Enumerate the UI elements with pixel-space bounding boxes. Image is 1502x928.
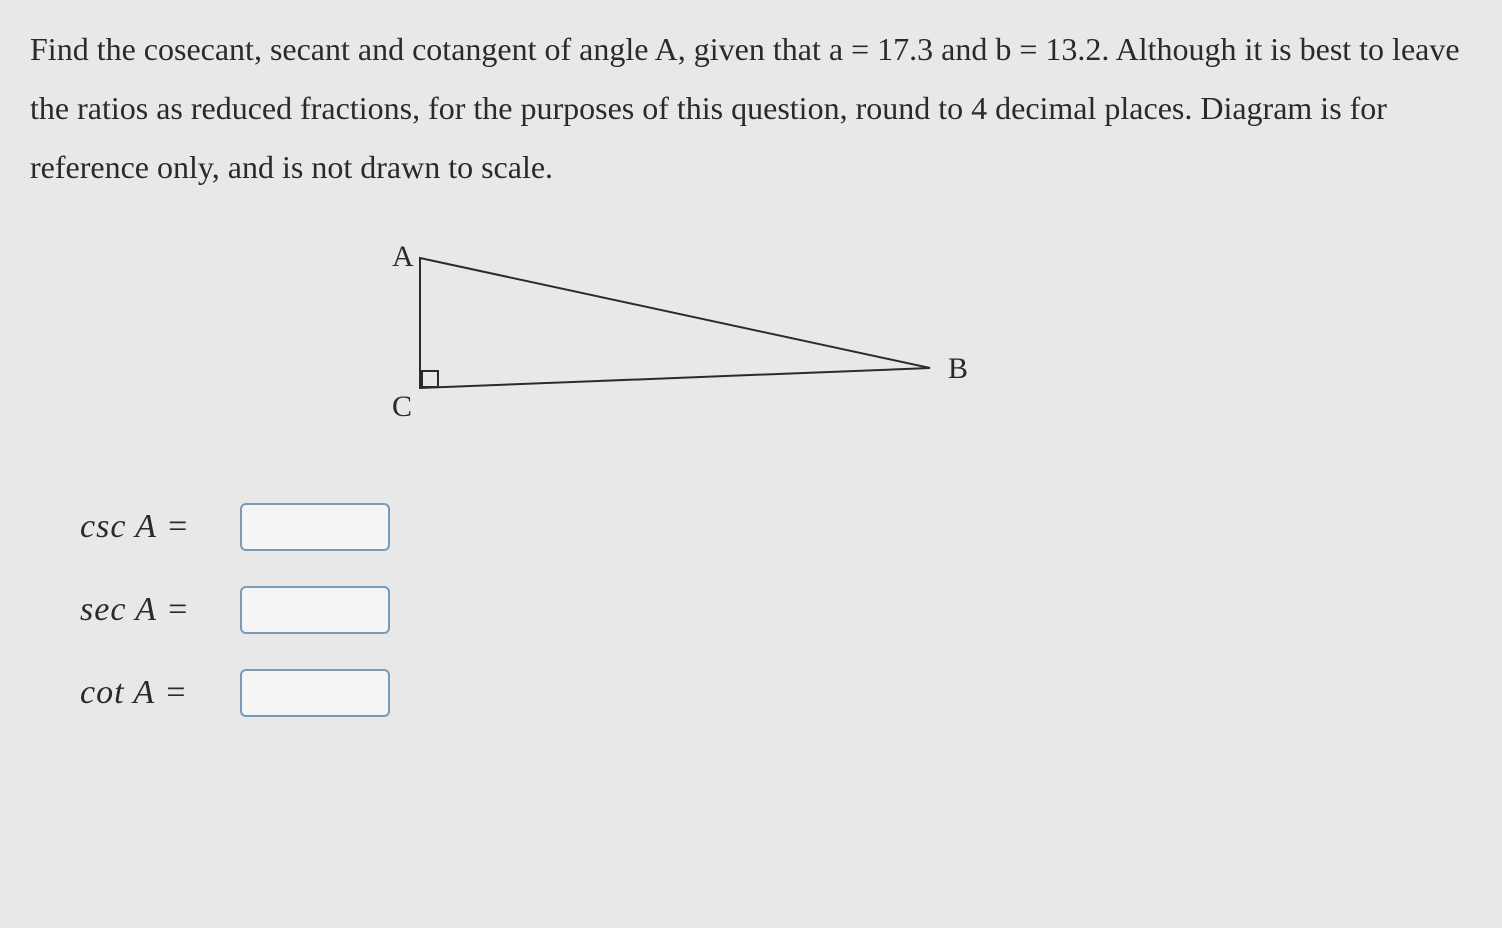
answers-section: csc A = sec A = cot A = (80, 503, 1472, 717)
cot-label: cot A = (80, 674, 240, 712)
csc-input[interactable] (240, 503, 390, 551)
answer-row-csc: csc A = (80, 503, 1472, 551)
answer-row-cot: cot A = (80, 669, 1472, 717)
sec-label: sec A = (80, 591, 240, 629)
answer-row-sec: sec A = (80, 586, 1472, 634)
triangle-diagram: A B C (370, 238, 1472, 433)
question-text: Find the cosecant, secant and cotangent … (30, 20, 1472, 198)
cot-input[interactable] (240, 669, 390, 717)
svg-text:A: A (392, 240, 414, 273)
sec-input[interactable] (240, 586, 390, 634)
csc-label: csc A = (80, 508, 240, 546)
svg-text:B: B (948, 352, 968, 385)
svg-text:C: C (392, 390, 412, 423)
